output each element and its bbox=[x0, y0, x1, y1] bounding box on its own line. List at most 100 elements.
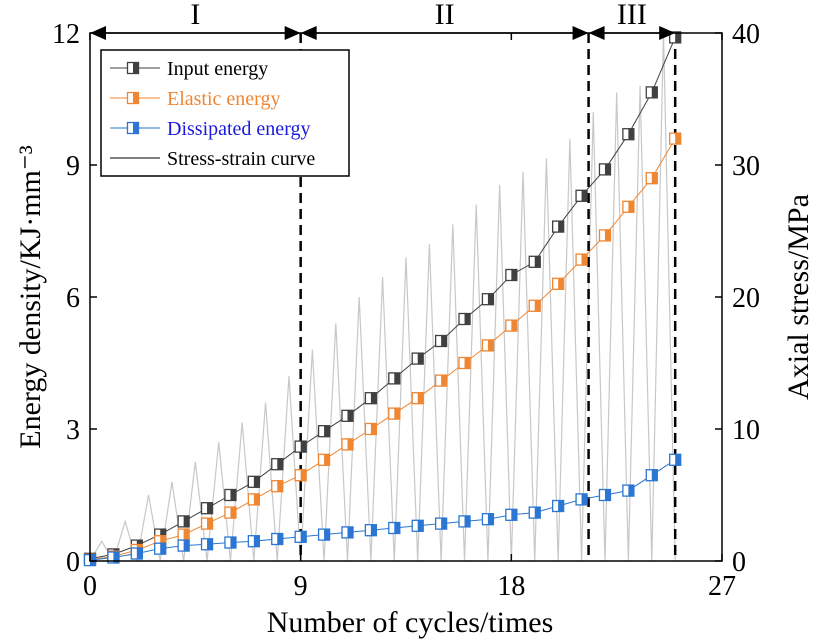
data-point bbox=[505, 508, 518, 521]
y2-tick-label: 10 bbox=[732, 415, 760, 446]
data-point bbox=[341, 438, 354, 451]
marker-fill bbox=[441, 375, 447, 387]
stage-arrow-right bbox=[659, 26, 676, 40]
y-tick-label: 12 bbox=[52, 19, 80, 50]
legend-item: Elastic energy bbox=[110, 88, 280, 110]
marker-fill bbox=[394, 372, 400, 384]
marker-fill bbox=[160, 543, 166, 555]
x-tick-label: 27 bbox=[708, 571, 736, 602]
marker-fill bbox=[300, 469, 307, 481]
marker-fill bbox=[417, 392, 424, 404]
legend-box bbox=[100, 49, 350, 177]
marker-fill bbox=[534, 300, 541, 312]
stage-arrow-left bbox=[300, 26, 317, 40]
data-point bbox=[224, 488, 237, 502]
marker-fill bbox=[136, 548, 143, 560]
data-point bbox=[575, 189, 588, 202]
data-point bbox=[130, 547, 143, 560]
series-dissipated-energy bbox=[83, 453, 682, 567]
marker-fill bbox=[370, 392, 377, 404]
marker-fill bbox=[253, 493, 260, 505]
data-point bbox=[364, 392, 378, 405]
marker-fill bbox=[183, 529, 190, 541]
marker-fill bbox=[394, 522, 400, 534]
marker-fill bbox=[253, 476, 260, 488]
legend-label: Elastic energy bbox=[167, 88, 280, 110]
legend-item: Input energy bbox=[110, 58, 268, 80]
marker-fill bbox=[511, 509, 517, 521]
marker-fill bbox=[207, 518, 213, 530]
data-point bbox=[598, 488, 612, 502]
data-point bbox=[481, 293, 495, 306]
marker-fill bbox=[651, 172, 658, 184]
data-point bbox=[317, 453, 331, 466]
marker-fill bbox=[487, 339, 494, 351]
data-point bbox=[645, 86, 658, 99]
data-point bbox=[458, 312, 471, 326]
data-point bbox=[434, 334, 448, 348]
data-point bbox=[294, 530, 307, 543]
data-point bbox=[645, 469, 658, 482]
marker-fill bbox=[300, 531, 307, 543]
y-tick-label: 6 bbox=[66, 283, 80, 314]
data-point bbox=[528, 255, 541, 268]
data-point bbox=[669, 132, 682, 145]
marker-fill bbox=[558, 221, 564, 233]
data-point bbox=[388, 521, 401, 535]
marker-fill bbox=[324, 454, 330, 466]
data-point bbox=[622, 200, 635, 213]
y2-tick-label: 40 bbox=[732, 19, 760, 50]
data-point bbox=[271, 458, 284, 471]
marker-fill bbox=[581, 254, 588, 266]
marker-fill bbox=[207, 502, 213, 514]
marker-fill bbox=[464, 357, 471, 369]
data-point bbox=[224, 506, 237, 519]
data-point bbox=[317, 528, 331, 541]
data-point bbox=[224, 536, 237, 549]
stage-arrow-right bbox=[572, 26, 589, 40]
marker-fill bbox=[300, 441, 307, 453]
marker-fill bbox=[628, 485, 634, 497]
marker-fill bbox=[370, 423, 377, 435]
data-point bbox=[575, 253, 588, 266]
y-tick-label: 0 bbox=[66, 547, 80, 578]
data-point bbox=[622, 128, 635, 141]
y-axis-title: Energy density/KJ·mm⁻³ bbox=[14, 145, 47, 448]
data-point bbox=[271, 532, 284, 546]
marker-fill bbox=[277, 533, 283, 545]
y-tick-label: 3 bbox=[66, 415, 80, 446]
x-tick-label: 0 bbox=[83, 571, 97, 602]
data-point bbox=[294, 440, 307, 453]
marker-fill bbox=[487, 513, 494, 525]
stress-strain-curve bbox=[89, 32, 676, 563]
marker-fill bbox=[511, 320, 517, 332]
data-point bbox=[551, 499, 565, 513]
data-point bbox=[388, 407, 401, 420]
data-point bbox=[200, 538, 214, 551]
legend-item: Stress-strain curve bbox=[110, 148, 315, 170]
data-point bbox=[411, 519, 424, 532]
data-point bbox=[551, 277, 565, 290]
y-tick-label: 9 bbox=[66, 151, 80, 182]
marker-fill bbox=[651, 469, 658, 481]
marker-fill bbox=[487, 293, 494, 305]
marker-fill bbox=[675, 133, 681, 145]
data-point bbox=[317, 425, 331, 438]
marker-fill bbox=[113, 551, 119, 563]
data-point bbox=[458, 515, 471, 528]
data-point bbox=[434, 374, 448, 387]
marker-fill bbox=[394, 408, 400, 420]
x-tick-label: 9 bbox=[294, 571, 308, 602]
marker-fill bbox=[441, 518, 447, 530]
stage-label: III bbox=[617, 0, 647, 31]
marker-fill bbox=[604, 163, 611, 175]
marker-fill bbox=[230, 507, 236, 519]
marker-fill bbox=[324, 529, 330, 541]
data-point bbox=[388, 372, 401, 385]
marker-fill bbox=[651, 86, 658, 98]
x-axis-title: Number of cycles/times bbox=[267, 606, 554, 639]
marker-fill bbox=[534, 256, 541, 268]
marker-fill bbox=[347, 526, 353, 538]
marker-fill bbox=[230, 489, 236, 501]
legend-label: Dissipated energy bbox=[167, 118, 311, 140]
